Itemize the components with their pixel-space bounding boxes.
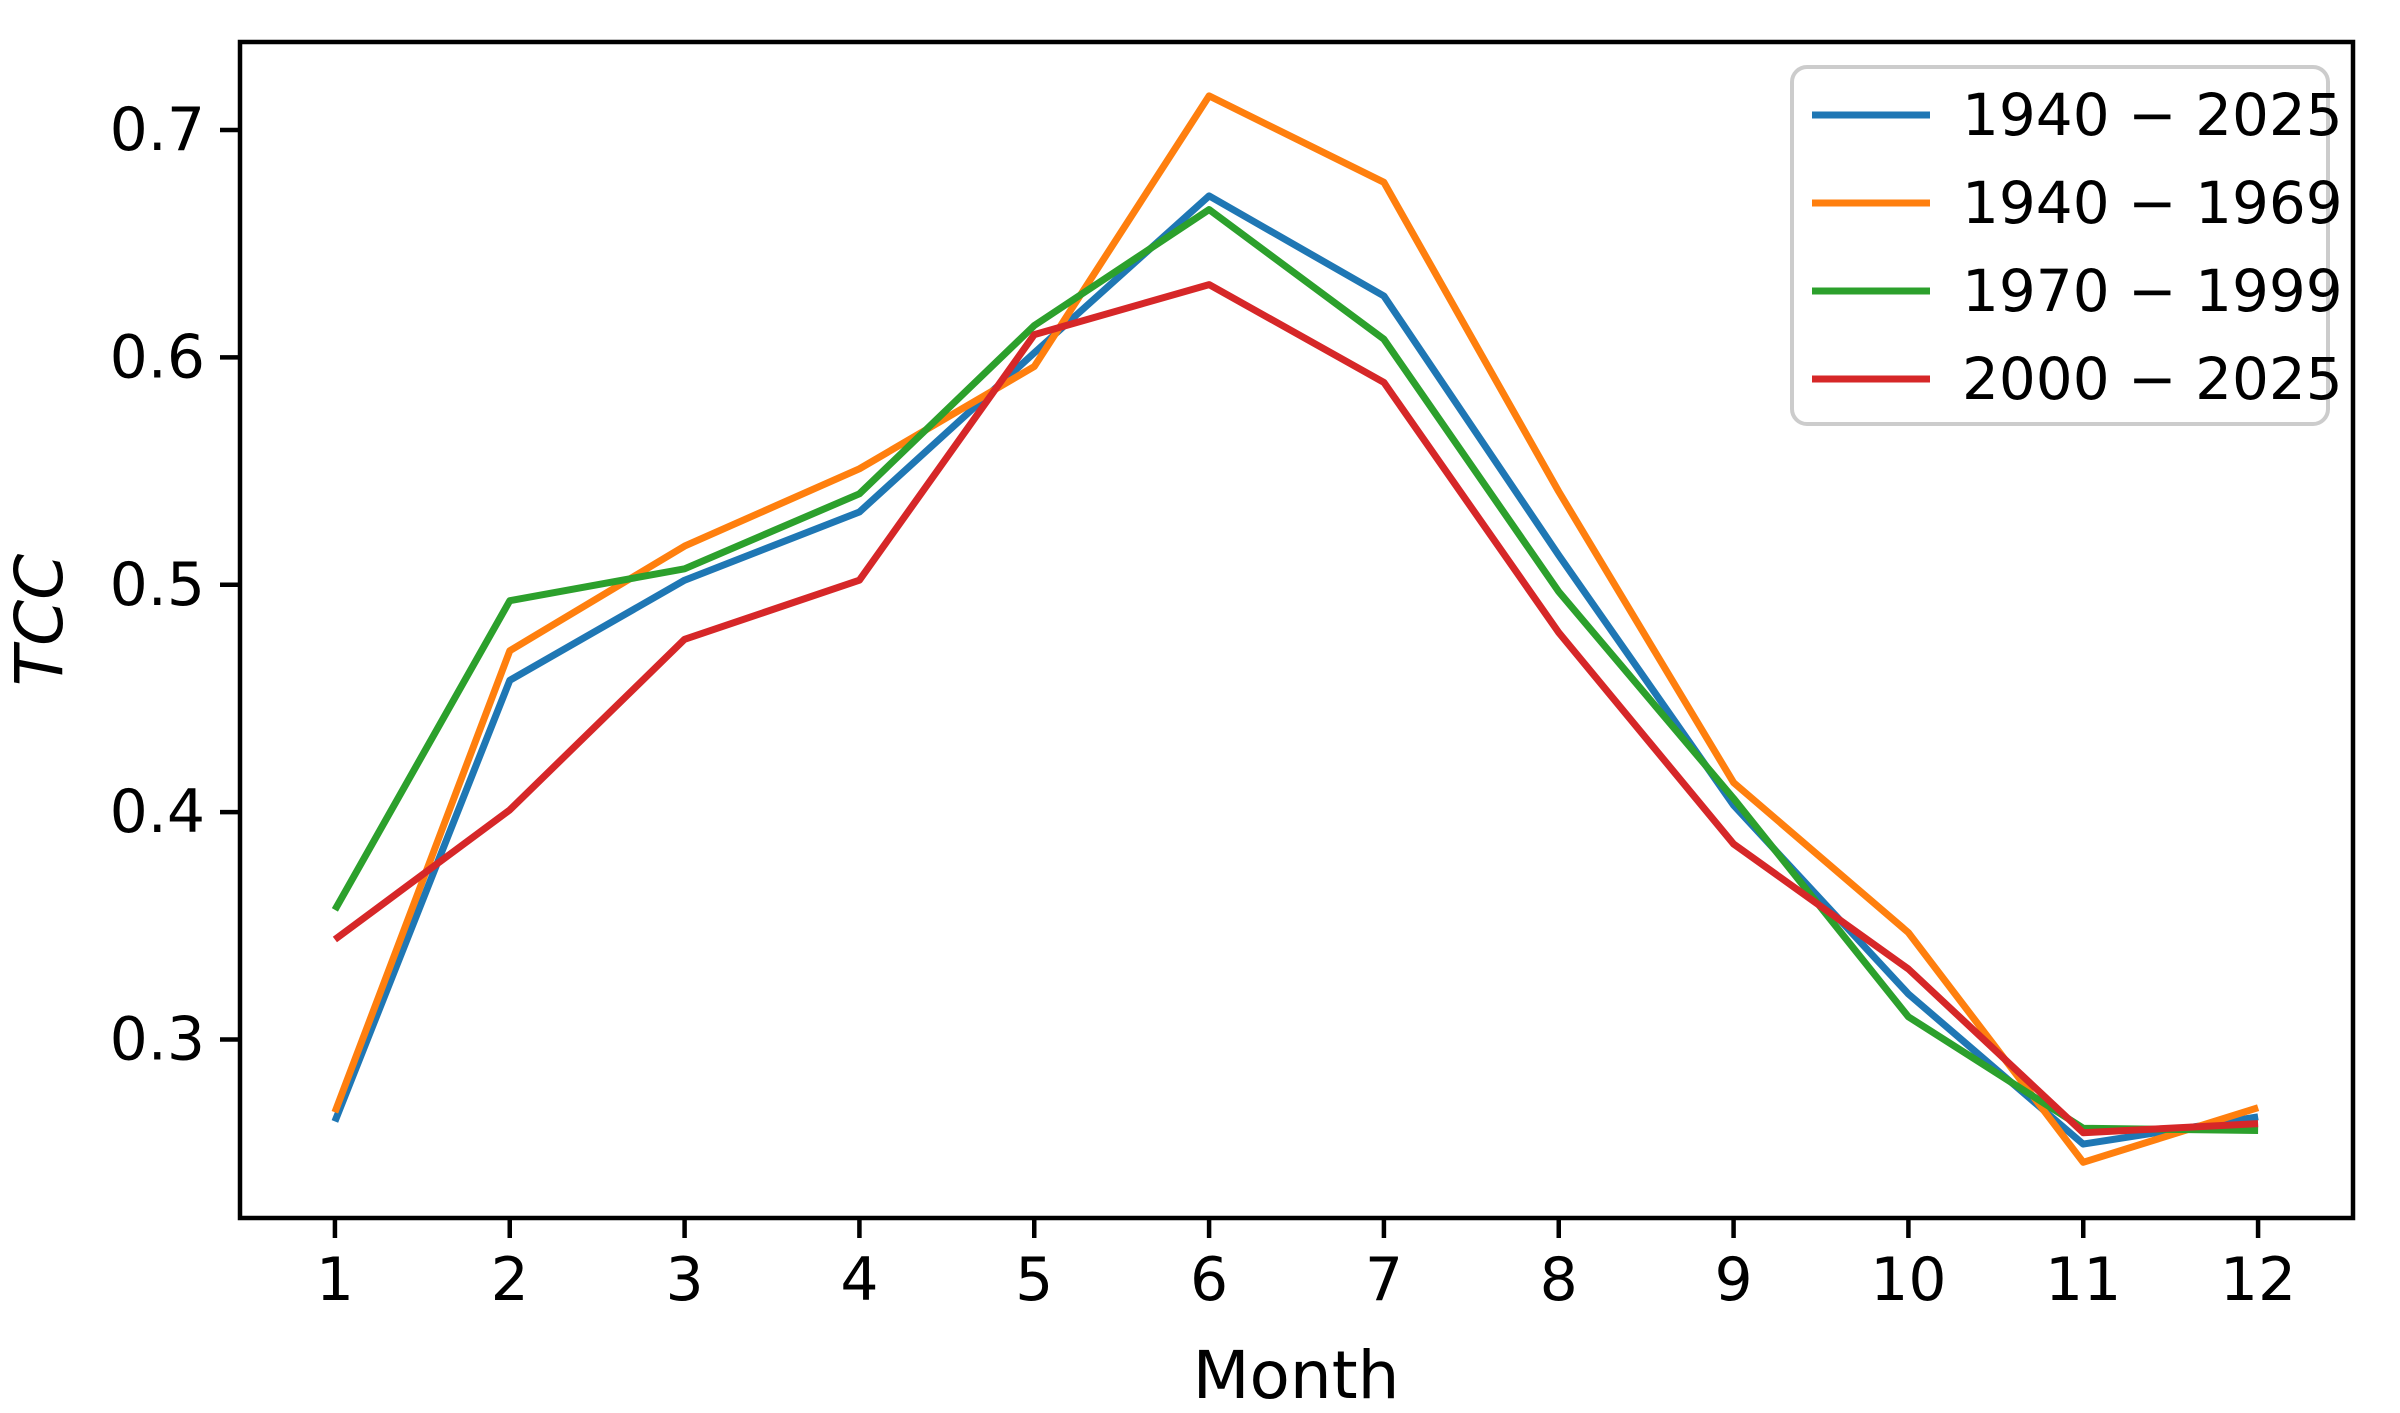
series-line-2 — [331, 92, 2260, 1166]
y-tick-label: 0.6 — [110, 322, 205, 392]
x-tick-label: 2 — [491, 1245, 529, 1315]
plot-series-group — [331, 92, 2260, 1166]
y-tick-label: 0.7 — [110, 95, 205, 165]
x-tick-label: 3 — [665, 1245, 703, 1315]
x-tick-label: 8 — [1540, 1245, 1578, 1315]
x-tick-label: 10 — [1870, 1245, 1946, 1315]
legend-frame — [1790, 65, 2330, 426]
series-line-1 — [331, 192, 2259, 1148]
plot-legend-group: 1940 − 2025 1940 − 1969 1970 − 1999 2000 − … — [1790, 65, 2343, 426]
x-tick-label: 9 — [1714, 1245, 1752, 1315]
y-tick-label: 0.5 — [110, 550, 205, 620]
legend-label-4: 2000 − 2025 — [1962, 345, 2343, 413]
x-tick-label: 5 — [1015, 1245, 1053, 1315]
legend-label-2: 1940 − 1969 — [1962, 169, 2343, 237]
y-tick-label: 0.4 — [110, 777, 205, 847]
y-tick-label: 0.3 — [110, 1005, 205, 1075]
legend-label-1: 1940 − 2025 — [1962, 81, 2343, 149]
x-tick-label: 7 — [1365, 1245, 1403, 1315]
x-axis-title: Month — [1193, 1337, 1400, 1413]
series-line-3 — [331, 206, 2259, 1134]
x-tick-label: 11 — [2045, 1245, 2121, 1315]
axes-spines — [237, 39, 2356, 1221]
x-tick-label: 4 — [840, 1245, 878, 1315]
x-tick-label: 12 — [2220, 1245, 2296, 1315]
legend-label-3: 1970 − 1999 — [1962, 257, 2343, 325]
y-axis-title: TCC — [1, 554, 78, 686]
series-line-4 — [332, 281, 2259, 1137]
x-tick-label: 6 — [1190, 1245, 1228, 1315]
x-tick-label: 1 — [316, 1245, 354, 1315]
plot-axes-group: 1 2 3 4 5 6 7 8 9 10 11 120.30.40.50.60.7 — [110, 39, 2356, 1315]
